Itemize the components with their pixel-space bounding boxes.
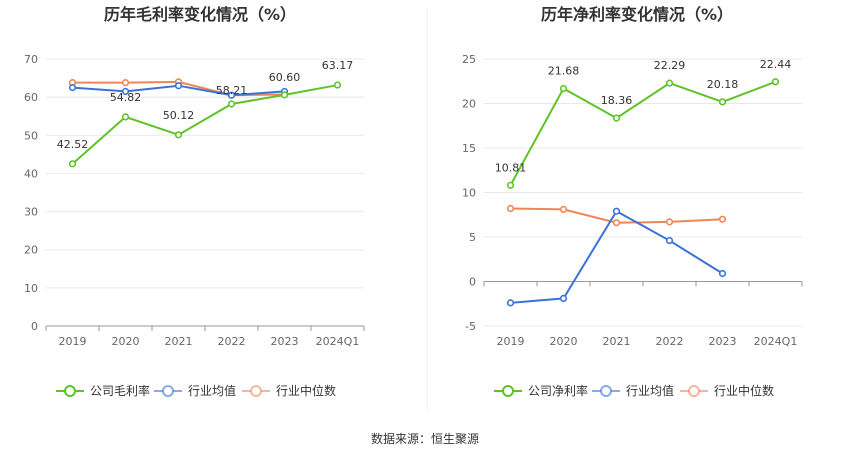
- legend-label: 行业均值: [626, 383, 674, 398]
- data-point-company: [559, 84, 568, 93]
- data-point-industry_median: [121, 79, 130, 87]
- legend-label: 公司毛利率: [90, 383, 150, 398]
- y-tick-label: 5: [469, 231, 476, 244]
- data-label: 42.52: [57, 138, 89, 151]
- x-tick-label: 2021: [603, 335, 631, 348]
- data-label: 58.21: [216, 84, 248, 97]
- legend-label: 行业中位数: [276, 383, 336, 398]
- data-point-company: [174, 131, 183, 139]
- legend-marker-company: [64, 385, 76, 397]
- y-tick-label: 25: [462, 53, 476, 66]
- x-tick-label: 2022: [656, 335, 684, 348]
- x-tick-label: 2022: [218, 335, 246, 348]
- y-tick-label: 40: [24, 167, 38, 180]
- y-tick-label: -5: [465, 320, 476, 333]
- data-point-industry_avg: [612, 207, 621, 215]
- data-point-industry_median: [612, 219, 621, 227]
- y-tick-label: 0: [469, 276, 476, 289]
- legend-marker-industry_median: [250, 385, 262, 397]
- data-label: 10.81: [495, 161, 527, 174]
- y-tick-label: 15: [462, 142, 476, 155]
- data-point-industry_avg: [718, 269, 727, 278]
- legend-marker-industry_avg: [162, 385, 174, 397]
- x-tick-label: 2019: [497, 335, 525, 348]
- legend-marker-company: [502, 385, 514, 397]
- data-point-industry_avg: [559, 294, 568, 303]
- data-label: 20.18: [707, 78, 739, 91]
- y-tick-label: 50: [24, 129, 38, 142]
- data-point-industry_median: [559, 205, 568, 214]
- data-point-company: [665, 79, 674, 87]
- y-tick-label: 30: [24, 206, 38, 219]
- y-tick-label: 70: [24, 53, 38, 66]
- data-point-industry_avg: [174, 82, 183, 90]
- data-point-industry_median: [665, 218, 674, 226]
- legend-marker-industry_avg: [600, 385, 612, 397]
- data-label: 22.29: [654, 59, 686, 72]
- x-tick-label: 2024Q1: [316, 335, 360, 348]
- x-tick-label: 2023: [709, 335, 737, 348]
- data-point-company: [506, 181, 515, 189]
- y-tick-label: 20: [462, 98, 476, 111]
- y-tick-label: 0: [31, 320, 38, 333]
- y-tick-label: 20: [24, 244, 38, 257]
- net-margin-chart: 历年净利率变化情况（%） -5 0 5 10 15 20 25 2019 2020 2021 2022…: [462, 5, 803, 398]
- y-tick-label: 60: [24, 91, 38, 104]
- legend-marker-industry_median: [688, 385, 700, 397]
- data-label: 21.68: [548, 65, 580, 78]
- data-point-industry_avg: [665, 236, 674, 245]
- chart-title: 历年净利率变化情况（%）: [541, 5, 733, 24]
- data-point-company: [121, 113, 130, 121]
- data-label: 60.60: [269, 71, 301, 84]
- data-point-company: [68, 160, 77, 168]
- y-tick-label: 10: [462, 187, 476, 200]
- data-point-company: [718, 98, 727, 106]
- series-line-company: [71, 84, 338, 165]
- source-label: 数据来源：恒生聚源: [371, 431, 479, 446]
- data-label: 22.44: [760, 58, 792, 71]
- x-tick-label: 2019: [59, 335, 87, 348]
- data-point-industry_median: [718, 215, 727, 223]
- data-point-industry_avg: [121, 87, 130, 96]
- x-tick-label: 2024Q1: [754, 335, 798, 348]
- data-label: 50.12: [163, 109, 195, 122]
- series-line-company: [509, 80, 776, 186]
- data-point-company: [333, 81, 342, 89]
- data-label: 63.17: [322, 59, 354, 72]
- data-point-industry_avg: [506, 299, 515, 307]
- data-point-industry_avg: [68, 84, 77, 92]
- data-point-industry_median: [506, 204, 515, 213]
- data-point-industry_avg: [227, 91, 236, 99]
- x-tick-label: 2021: [165, 335, 193, 348]
- gross-margin-chart: 历年毛利率变化情况（%） 0 10 20 30 40 50 60 70 2019 2020 2021 2…: [24, 5, 365, 398]
- x-tick-label: 2023: [271, 335, 299, 348]
- x-tick-label: 2020: [550, 335, 578, 348]
- chart-title: 历年毛利率变化情况（%）: [104, 5, 296, 24]
- data-point-company: [612, 114, 621, 122]
- data-label: 18.36: [601, 94, 633, 107]
- legend-label: 行业均值: [188, 383, 236, 398]
- data-point-company: [227, 100, 236, 108]
- data-point-company: [280, 91, 289, 99]
- legend-label: 公司净利率: [528, 383, 588, 398]
- data-point-company: [771, 78, 780, 86]
- legend-label: 行业中位数: [714, 383, 774, 398]
- x-tick-label: 2020: [112, 335, 140, 348]
- y-tick-label: 10: [24, 282, 38, 295]
- data-label: 54.82: [110, 91, 142, 104]
